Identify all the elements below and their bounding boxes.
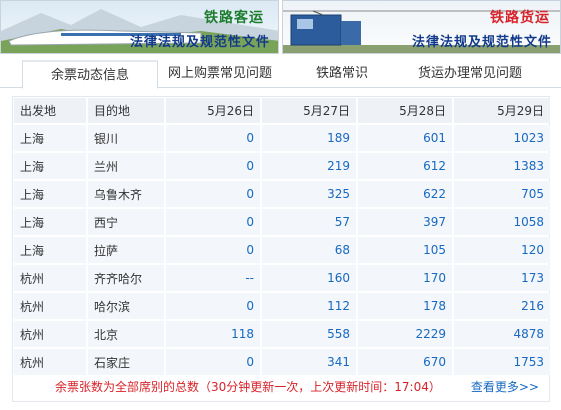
ticket-count[interactable]: 325 [262,181,356,207]
origin-cell: 上海 [14,209,86,235]
column-header: 出发地 [14,98,86,123]
ticket-count[interactable]: 178 [358,293,452,319]
origin-cell: 上海 [14,153,86,179]
ticket-table: 出发地 目的地 5月26日 5月27日 5月28日 5月29日 上海 银川 0 … [12,96,552,377]
ticket-count[interactable]: 68 [262,237,356,263]
passenger-train-image [1,1,278,53]
view-more-link[interactable]: 查看更多>> [470,380,539,394]
ticket-count[interactable]: 397 [358,209,452,235]
column-header: 目的地 [88,98,164,123]
ticket-count[interactable]: 0 [166,237,260,263]
destination-cell: 西宁 [88,209,164,235]
ticket-availability-panel: 出发地 目的地 5月26日 5月27日 5月28日 5月29日 上海 银川 0 … [12,96,550,402]
table-row[interactable]: 杭州 齐齐哈尔 -- 160 170 173 [14,265,550,291]
table-header-row: 出发地 目的地 5月26日 5月27日 5月28日 5月29日 [14,98,550,123]
ticket-count[interactable]: -- [166,265,260,291]
ticket-count[interactable]: 341 [262,349,356,375]
tab-railway-knowledge[interactable]: 铁路常识 [315,66,368,81]
tab-ticket-availability[interactable]: 余票动态信息 [22,60,158,89]
ticket-count[interactable]: 612 [358,153,452,179]
origin-cell: 上海 [14,181,86,207]
destination-cell: 拉萨 [88,237,164,263]
table-row[interactable]: 上海 银川 0 189 601 1023 [14,125,550,151]
ticket-count[interactable]: 105 [358,237,452,263]
ticket-count[interactable]: 0 [166,153,260,179]
destination-cell: 兰州 [88,153,164,179]
banner-strip: 铁路客运 法律法规及规范性文件 铁路货运 法律法规及规范性文件 [0,0,561,56]
ticket-count[interactable]: 189 [262,125,356,151]
column-header: 5月27日 [262,98,356,123]
banner-subtitle: 法律法规及规范性文件 [129,35,270,50]
column-header: 5月29日 [454,98,550,123]
banner-category: 铁路货运 [490,10,550,26]
destination-cell: 北京 [88,321,164,347]
ticket-count[interactable]: 118 [166,321,260,347]
ticket-count[interactable]: 1753 [454,349,550,375]
destination-cell: 石家庄 [88,349,164,375]
tab-freight-faq[interactable]: 货运办理常见问题 [417,66,522,81]
ticket-count[interactable]: 0 [166,209,260,235]
table-row[interactable]: 上海 乌鲁木齐 0 325 622 705 [14,181,550,207]
ticket-count[interactable]: 0 [166,125,260,151]
table-footer: 余票张数为全部席别的总数（30分钟更新一次，上次更新时间：17:04） 查看更多… [13,373,549,401]
ticket-count[interactable]: 120 [454,237,550,263]
table-row[interactable]: 上海 兰州 0 219 612 1383 [14,153,550,179]
ticket-count[interactable]: 160 [262,265,356,291]
ticket-count[interactable]: 0 [166,181,260,207]
destination-cell: 银川 [88,125,164,151]
passenger-law-banner[interactable]: 铁路客运 法律法规及规范性文件 [0,0,279,54]
ticket-count[interactable]: 219 [262,153,356,179]
ticket-count[interactable]: 601 [358,125,452,151]
banner-category: 铁路客运 [204,10,264,26]
destination-cell: 乌鲁木齐 [88,181,164,207]
ticket-count[interactable]: 558 [262,321,356,347]
ticket-count[interactable]: 1023 [454,125,550,151]
origin-cell: 上海 [14,237,86,263]
ticket-count[interactable]: 2229 [358,321,452,347]
ticket-count[interactable]: 112 [262,293,356,319]
destination-cell: 齐齐哈尔 [88,265,164,291]
origin-cell: 杭州 [14,293,86,319]
ticket-count[interactable]: 1383 [454,153,550,179]
ticket-count[interactable]: 0 [166,349,260,375]
destination-cell: 哈尔滨 [88,293,164,319]
tab-online-booking-faq[interactable]: 网上购票常见问题 [167,66,272,81]
table-row[interactable]: 杭州 哈尔滨 0 112 178 216 [14,293,550,319]
update-note: 余票张数为全部席别的总数（30分钟更新一次，上次更新时间：17:04） [55,380,441,394]
ticket-count[interactable]: 170 [358,265,452,291]
table-row[interactable]: 杭州 北京 118 558 2229 4878 [14,321,550,347]
tab-bar: 余票动态信息 网上购票常见问题 铁路常识 货运办理常见问题 [0,56,561,89]
ticket-count[interactable]: 57 [262,209,356,235]
table-row[interactable]: 杭州 石家庄 0 341 670 1753 [14,349,550,375]
origin-cell: 杭州 [14,265,86,291]
column-header: 5月26日 [166,98,260,123]
table-row[interactable]: 上海 拉萨 0 68 105 120 [14,237,550,263]
origin-cell: 杭州 [14,321,86,347]
freight-law-banner[interactable]: 铁路货运 法律法规及规范性文件 [282,0,561,54]
origin-cell: 上海 [14,125,86,151]
ticket-count[interactable]: 173 [454,265,550,291]
ticket-count[interactable]: 622 [358,181,452,207]
origin-cell: 杭州 [14,349,86,375]
ticket-count[interactable]: 670 [358,349,452,375]
table-row[interactable]: 上海 西宁 0 57 397 1058 [14,209,550,235]
ticket-count[interactable]: 216 [454,293,550,319]
ticket-count[interactable]: 705 [454,181,550,207]
ticket-count[interactable]: 0 [166,293,260,319]
banner-subtitle: 法律法规及规范性文件 [411,35,552,50]
column-header: 5月28日 [358,98,452,123]
freight-train-image [283,1,560,53]
ticket-count[interactable]: 1058 [454,209,550,235]
ticket-count[interactable]: 4878 [454,321,550,347]
